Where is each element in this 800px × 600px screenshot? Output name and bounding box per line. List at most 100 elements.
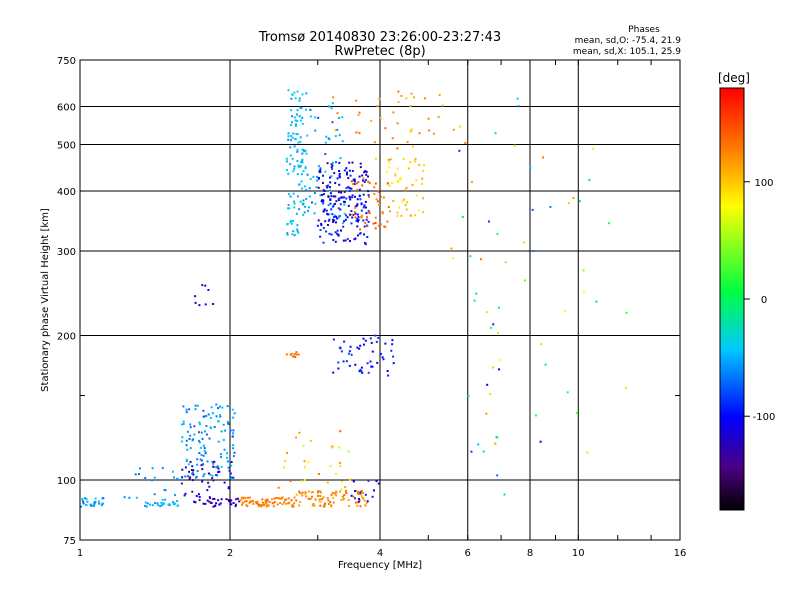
data-point [202, 475, 205, 478]
data-point [330, 195, 333, 198]
data-point [193, 425, 196, 428]
data-point [100, 504, 103, 507]
data-point [330, 504, 333, 507]
data-point [209, 427, 212, 430]
data-point [199, 446, 202, 449]
data-point [326, 186, 329, 189]
data-point [364, 179, 367, 181]
data-point [359, 505, 362, 508]
data-point [316, 175, 319, 178]
data-point [413, 96, 415, 99]
data-point [183, 494, 186, 497]
data-point [181, 468, 184, 471]
data-point [209, 497, 212, 500]
data-point [480, 258, 482, 261]
data-point [333, 216, 336, 218]
data-point [329, 189, 331, 192]
data-point [337, 234, 340, 237]
data-point [281, 503, 284, 506]
data-point [319, 498, 321, 501]
data-point [290, 222, 293, 225]
data-point [422, 169, 425, 172]
y-tick-label: 600 [57, 103, 76, 114]
data-point [293, 234, 296, 237]
data-point [287, 172, 290, 175]
data-point [340, 480, 343, 483]
data-point [486, 383, 489, 386]
data-point [288, 193, 290, 196]
data-point [176, 500, 179, 502]
data-point [360, 216, 363, 219]
data-point [192, 473, 195, 476]
data-point [422, 164, 425, 167]
data-point [496, 436, 499, 439]
data-point [232, 476, 235, 479]
data-point [362, 497, 365, 500]
data-point [540, 343, 543, 346]
data-point [344, 489, 347, 492]
data-point [374, 182, 377, 185]
data-point [330, 208, 333, 211]
data-point [343, 340, 346, 343]
data-point [217, 467, 220, 470]
data-point [304, 167, 307, 170]
y-tick-label: 300 [57, 247, 76, 258]
data-point [355, 490, 358, 493]
data-point [301, 122, 304, 125]
data-point [262, 501, 265, 504]
data-point [335, 161, 337, 164]
data-point [452, 257, 455, 260]
data-point [230, 476, 233, 479]
data-point [188, 438, 191, 440]
data-point [215, 502, 218, 505]
data-point [332, 195, 335, 198]
data-point [301, 158, 304, 161]
data-point [339, 465, 342, 468]
colorbar-tick-label: 100 [754, 178, 773, 189]
data-point [361, 174, 364, 177]
data-point [189, 447, 192, 450]
data-point [450, 247, 453, 250]
data-point [291, 157, 294, 160]
data-point [582, 269, 585, 272]
data-point [285, 498, 288, 501]
data-point [346, 238, 349, 241]
data-point [414, 214, 417, 217]
data-point [400, 214, 403, 217]
data-point [329, 181, 332, 184]
data-point [305, 108, 307, 111]
data-point [298, 166, 301, 169]
data-point [163, 489, 166, 491]
data-point [304, 166, 307, 169]
data-point [363, 180, 366, 183]
data-point [333, 219, 336, 222]
data-point [172, 470, 174, 473]
data-point [305, 189, 308, 192]
data-point [296, 133, 299, 136]
data-point [294, 356, 297, 358]
data-point [295, 212, 298, 215]
data-point [317, 177, 320, 179]
data-point [358, 175, 361, 178]
data-point [200, 454, 203, 456]
data-point [287, 89, 290, 92]
data-point [198, 496, 201, 498]
data-point [524, 279, 526, 282]
data-point [212, 498, 215, 501]
data-point [340, 499, 343, 501]
data-point [227, 487, 230, 490]
data-point [202, 409, 205, 412]
data-point [410, 128, 413, 131]
data-point [397, 100, 400, 103]
data-point [418, 163, 421, 166]
data-point [298, 490, 301, 493]
data-point [406, 201, 408, 204]
data-point [301, 173, 303, 176]
data-point [469, 255, 472, 258]
data-point [288, 207, 291, 210]
data-point [324, 220, 327, 223]
data-point [346, 171, 348, 174]
data-point [360, 366, 363, 369]
data-point [184, 475, 187, 478]
data-point [592, 147, 595, 150]
